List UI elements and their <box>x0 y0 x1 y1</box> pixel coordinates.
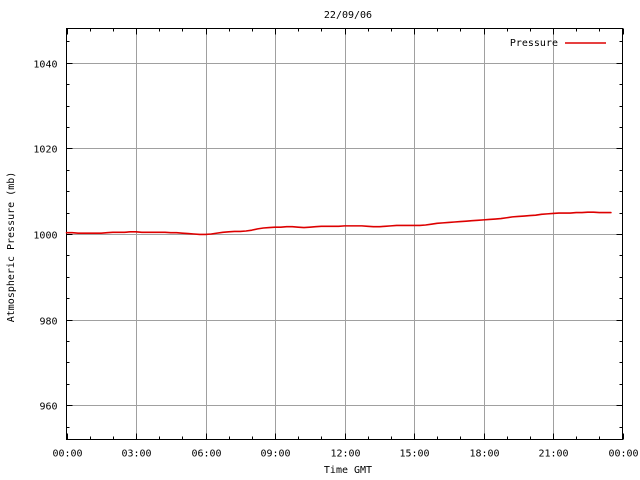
x-axis-tick-label: 12:00 <box>330 449 360 460</box>
x-axis-tick-label: 21:00 <box>538 449 568 460</box>
plot-frame <box>66 28 623 440</box>
y-axis-tick-label: 1040 <box>33 60 57 71</box>
x-axis-tick-label: 03:00 <box>121 449 151 460</box>
x-axis-tick-label: 06:00 <box>191 449 221 460</box>
x-axis-tick-label: 00:00 <box>52 449 82 460</box>
y-axis-tick-labels: 960 980 1000 1020 1040 <box>33 60 57 413</box>
x-axis-tick-label: 18:00 <box>469 449 499 460</box>
y-axis-title: Atmospheric Pressure (mb) <box>6 172 17 323</box>
y-axis-tick-label: 1020 <box>33 145 57 156</box>
pressure-series-line <box>65 211 612 236</box>
x-axis-tick-label: 09:00 <box>260 449 290 460</box>
y-axis-tick-label: 980 <box>39 317 57 328</box>
chart-title: 22/09/06 <box>324 10 372 21</box>
legend: Pressure <box>510 38 606 49</box>
x-axis-tick-label: 15:00 <box>399 449 429 460</box>
y-axis-tick-label: 960 <box>39 402 57 413</box>
x-axis-tick-labels: 00:00 03:00 06:00 09:00 12:00 15:00 18:00 21:00… <box>52 449 638 460</box>
y-axis-tick-label: 1000 <box>33 231 57 242</box>
legend-item-pressure-label: Pressure <box>510 38 558 49</box>
major-tick-marks <box>66 28 624 440</box>
x-axis-tick-label: 00:00 <box>608 449 638 460</box>
x-axis-title: Time GMT <box>324 465 372 476</box>
grid-lines <box>66 28 623 440</box>
